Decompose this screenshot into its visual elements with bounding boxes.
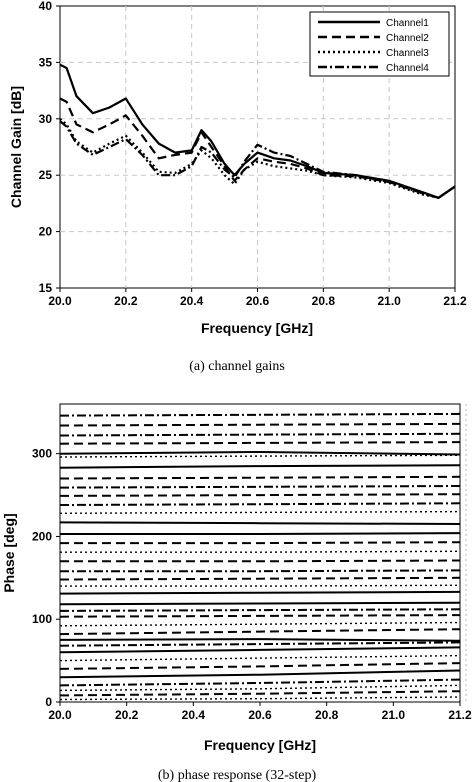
chart-a-legend: Channel1 Channel2 Channel3 Channel4	[309, 11, 450, 77]
phase-line-15	[59, 601, 461, 606]
phase-line-24	[59, 521, 461, 525]
chart-a-x-axis-label: Frequency [GHz]	[201, 320, 313, 336]
phase-line-35	[59, 422, 461, 427]
chart-b-series	[59, 412, 461, 701]
phase-line-32	[59, 451, 461, 456]
phase-line-11	[59, 628, 461, 636]
chart-b-x-tick-label: 20.0	[48, 708, 72, 722]
chart-b-x-tick-label: 21.2	[448, 708, 472, 722]
chart-a-y-tick-label: 25	[39, 168, 53, 182]
phase-line-8	[59, 646, 461, 654]
phase-line-36	[59, 412, 461, 417]
phase-line-27	[59, 493, 461, 497]
chart-b-x-tick-label: 21.0	[382, 708, 406, 722]
phase-line-18	[59, 576, 461, 581]
phase-line-21	[60, 550, 461, 553]
chart-a-y-ticks: 15 20 25 30 35 40	[39, 0, 60, 295]
phase-line-9	[59, 641, 461, 647]
chart-a-x-tick-label: 21.0	[377, 294, 401, 308]
chart-b-caption: (b) phase response (32-step)	[158, 768, 317, 782]
chart-b-plot-area	[59, 403, 461, 703]
phase-line-28	[59, 485, 461, 489]
chart-b-x-tick-label: 20.2	[115, 708, 139, 722]
phase-line-20	[60, 559, 461, 563]
chart-a-y-tick-label: 30	[39, 112, 53, 126]
phase-line-3	[59, 684, 461, 692]
phase-line-30	[59, 464, 461, 469]
chart-b-y-tick-label: 200	[32, 529, 52, 543]
phase-line-34	[59, 432, 461, 437]
series-line-channel4	[59, 120, 456, 199]
legend-label-channel2: Channel2	[386, 33, 429, 44]
chart-b-x-ticks: 20.0 20.2 20.4 20.6 20.8 21.0 21.2	[48, 702, 472, 722]
chart-b-y-tick-label: 300	[32, 447, 52, 461]
phase-line-12	[59, 621, 461, 627]
legend-label-channel3: Channel3	[386, 48, 429, 59]
chart-a-y-axis-label: Channel Gain [dB]	[8, 86, 24, 208]
chart-a-y-tick-label: 15	[39, 281, 53, 295]
phase-line-6	[59, 662, 461, 670]
legend-label-channel1: Channel1	[386, 18, 429, 29]
chart-a-x-tick-label: 21.2	[443, 294, 467, 308]
chart-b-y-ticks: 0 100 200 300	[32, 447, 60, 709]
phase-line-16	[59, 590, 461, 595]
chart-a-caption: (a) channel gains	[189, 359, 285, 374]
chart-b-x-tick-label: 20.6	[248, 708, 272, 722]
series-line-channel2	[59, 97, 456, 199]
chart-a-x-tick-label: 20.6	[246, 294, 270, 308]
chart-a-series	[59, 63, 456, 199]
phase-response-chart: 20.0 20.2 20.4 20.6 20.8 21.0 21.2 0100200300 …	[1, 403, 472, 753]
series-line-channel3	[59, 117, 456, 199]
phase-line-4	[59, 678, 461, 687]
chart-b-x-tick-label: 20.4	[182, 708, 206, 722]
chart-b-y-tick-label: 0	[45, 695, 52, 709]
phase-line-14	[59, 608, 461, 612]
phase-line-33	[59, 441, 461, 445]
chart-a-x-tick-label: 20.4	[180, 294, 204, 308]
phase-line-23	[60, 532, 461, 535]
chart-a-x-ticks: 20.0 20.2 20.4 20.6 20.8 21.0 21.2	[48, 288, 467, 308]
channel-gain-chart: 20.0 20.2 20.4 20.6 20.8 21.0 21.2 15 20 25 30 35 4…	[8, 0, 467, 336]
chart-a-x-tick-label: 20.0	[48, 294, 72, 308]
chart-a-y-tick-label: 20	[39, 225, 53, 239]
chart-b-y-tick-label: 100	[32, 612, 52, 626]
phase-line-22	[60, 541, 461, 545]
phase-line-13	[59, 614, 461, 618]
phase-line-19	[60, 569, 461, 573]
chart-a-x-tick-label: 20.8	[312, 294, 336, 308]
phase-line-2	[59, 690, 461, 697]
legend-label-channel4: Channel4	[386, 63, 429, 74]
phase-line-7	[59, 654, 461, 662]
phase-line-17	[60, 584, 461, 587]
chart-b-y-axis-label: Phase [deg]	[1, 513, 17, 592]
chart-b-x-axis-label: Frequency [GHz]	[204, 737, 316, 753]
phase-line-10	[59, 638, 461, 642]
phase-line-5	[59, 669, 461, 679]
phase-line-26	[59, 502, 461, 506]
phase-line-25	[59, 510, 461, 514]
phase-line-1	[59, 696, 461, 701]
chart-a-y-tick-label: 40	[39, 0, 53, 13]
chart-b-x-tick-label: 20.8	[315, 708, 339, 722]
chart-a-x-tick-label: 20.2	[114, 294, 138, 308]
phase-line-31	[59, 454, 461, 458]
chart-a-y-tick-label: 35	[39, 55, 53, 69]
phase-line-29	[59, 475, 461, 480]
